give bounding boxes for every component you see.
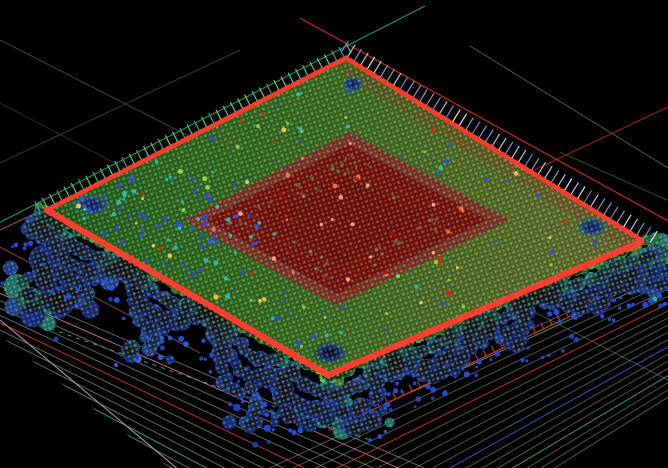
particle-slab (0, 5, 658, 379)
teal-baseline (0, 5, 426, 223)
edge-tick-combs (0, 5, 658, 244)
